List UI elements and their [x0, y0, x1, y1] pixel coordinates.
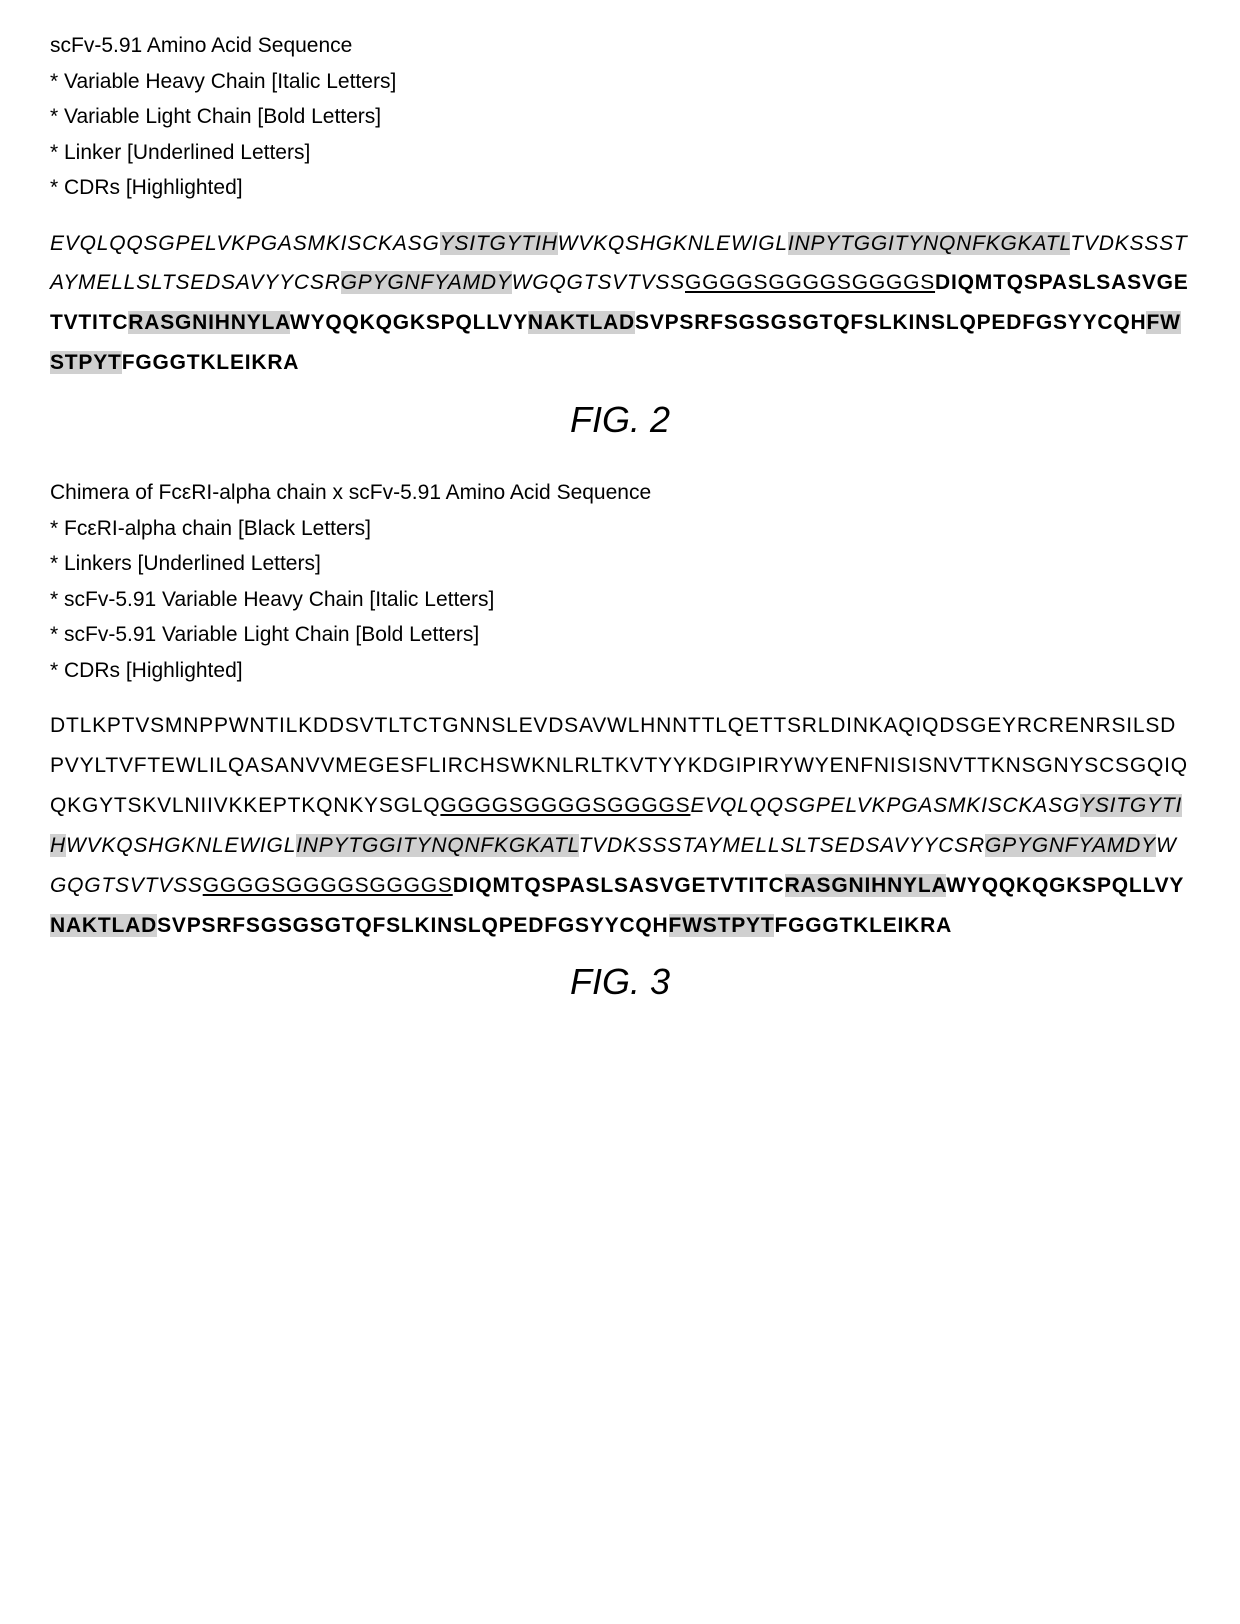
figure-2-sequence: EVQLQQSGPELVKPGASMKISCKASGYSITGYTIHWVKQS…: [50, 224, 1190, 384]
figure-3-section: Chimera of FcεRI-alpha chain x scFv-5.91…: [50, 477, 1190, 1009]
sequence-segment: FGGGTKLEIKRA: [774, 914, 952, 937]
legend-item: * FcεRI-alpha chain [Black Letters]: [50, 513, 1190, 545]
sequence-segment: EVQLQQSGPELVKPGASMKISCKASG: [690, 794, 1080, 817]
sequence-segment: NAKTLAD: [50, 914, 157, 937]
sequence-segment: RASGNIHNYLA: [785, 874, 947, 897]
legend-item: * CDRs [Highlighted]: [50, 655, 1190, 687]
figure-3-legend: Chimera of FcεRI-alpha chain x scFv-5.91…: [50, 477, 1190, 686]
sequence-segment: SVPSRFSGSGSGTQFSLKINSLQPEDFGSYYCQH: [635, 311, 1146, 334]
sequence-segment: GPYGNFYAMDY: [985, 834, 1156, 857]
sequence-segment: WYQQKQGKSPQLLVY: [946, 874, 1184, 897]
figure-2-title: scFv-5.91 Amino Acid Sequence: [50, 30, 1190, 62]
sequence-segment: GGGGSGGGGSGGGGS: [685, 271, 935, 294]
figure-3-sequence: DTLKPTVSMNPPWNTILKDDSVTLTCTGNNSLEVDSAVWL…: [50, 706, 1190, 945]
sequence-segment: GGGGSGGGGSGGGGS: [203, 874, 453, 897]
sequence-segment: GPYGNFYAMDY: [341, 271, 512, 294]
sequence-segment: FWSTPYT: [669, 914, 775, 937]
sequence-segment: INPYTGGITYNQNFKGKATL: [296, 834, 578, 857]
sequence-segment: WVKQSHGKNLEWIGL: [66, 834, 296, 857]
sequence-segment: SVPSRFSGSGSGTQFSLKINSLQPEDFGSYYCQH: [157, 914, 668, 937]
figure-2-caption: FIG. 2: [50, 393, 1190, 447]
sequence-segment: FGGGTKLEIKRA: [122, 351, 300, 374]
sequence-segment: EVQLQQSGPELVKPGASMKISCKASG: [50, 232, 440, 255]
sequence-segment: INPYTGGITYNQNFKGKATL: [788, 232, 1070, 255]
legend-item: * Variable Heavy Chain [Italic Letters]: [50, 66, 1190, 98]
legend-item: * Variable Light Chain [Bold Letters]: [50, 101, 1190, 133]
sequence-segment: WVKQSHGKNLEWIGL: [558, 232, 788, 255]
legend-item: * CDRs [Highlighted]: [50, 172, 1190, 204]
sequence-segment: NAKTLAD: [528, 311, 635, 334]
sequence-segment: YSITGYTIH: [440, 232, 558, 255]
legend-item: * scFv-5.91 Variable Light Chain [Bold L…: [50, 619, 1190, 651]
figure-3-title: Chimera of FcεRI-alpha chain x scFv-5.91…: [50, 477, 1190, 509]
sequence-segment: GGGGSGGGGSGGGGS: [440, 794, 690, 817]
legend-item: * scFv-5.91 Variable Heavy Chain [Italic…: [50, 584, 1190, 616]
legend-item: * Linker [Underlined Letters]: [50, 137, 1190, 169]
sequence-segment: WGQGTSVTVSS: [512, 271, 685, 294]
sequence-segment: DIQMTQSPASLSASVGETVTITC: [453, 874, 785, 897]
figure-2-section: scFv-5.91 Amino Acid Sequence * Variable…: [50, 30, 1190, 447]
legend-item: * Linkers [Underlined Letters]: [50, 548, 1190, 580]
sequence-segment: TVDKSSSTAYMELLSLTSEDSAVYYCSR: [579, 834, 985, 857]
sequence-segment: RASGNIHNYLA: [128, 311, 290, 334]
figure-2-legend: scFv-5.91 Amino Acid Sequence * Variable…: [50, 30, 1190, 204]
figure-3-caption: FIG. 3: [50, 955, 1190, 1009]
sequence-segment: WYQQKQGKSPQLLVY: [290, 311, 528, 334]
